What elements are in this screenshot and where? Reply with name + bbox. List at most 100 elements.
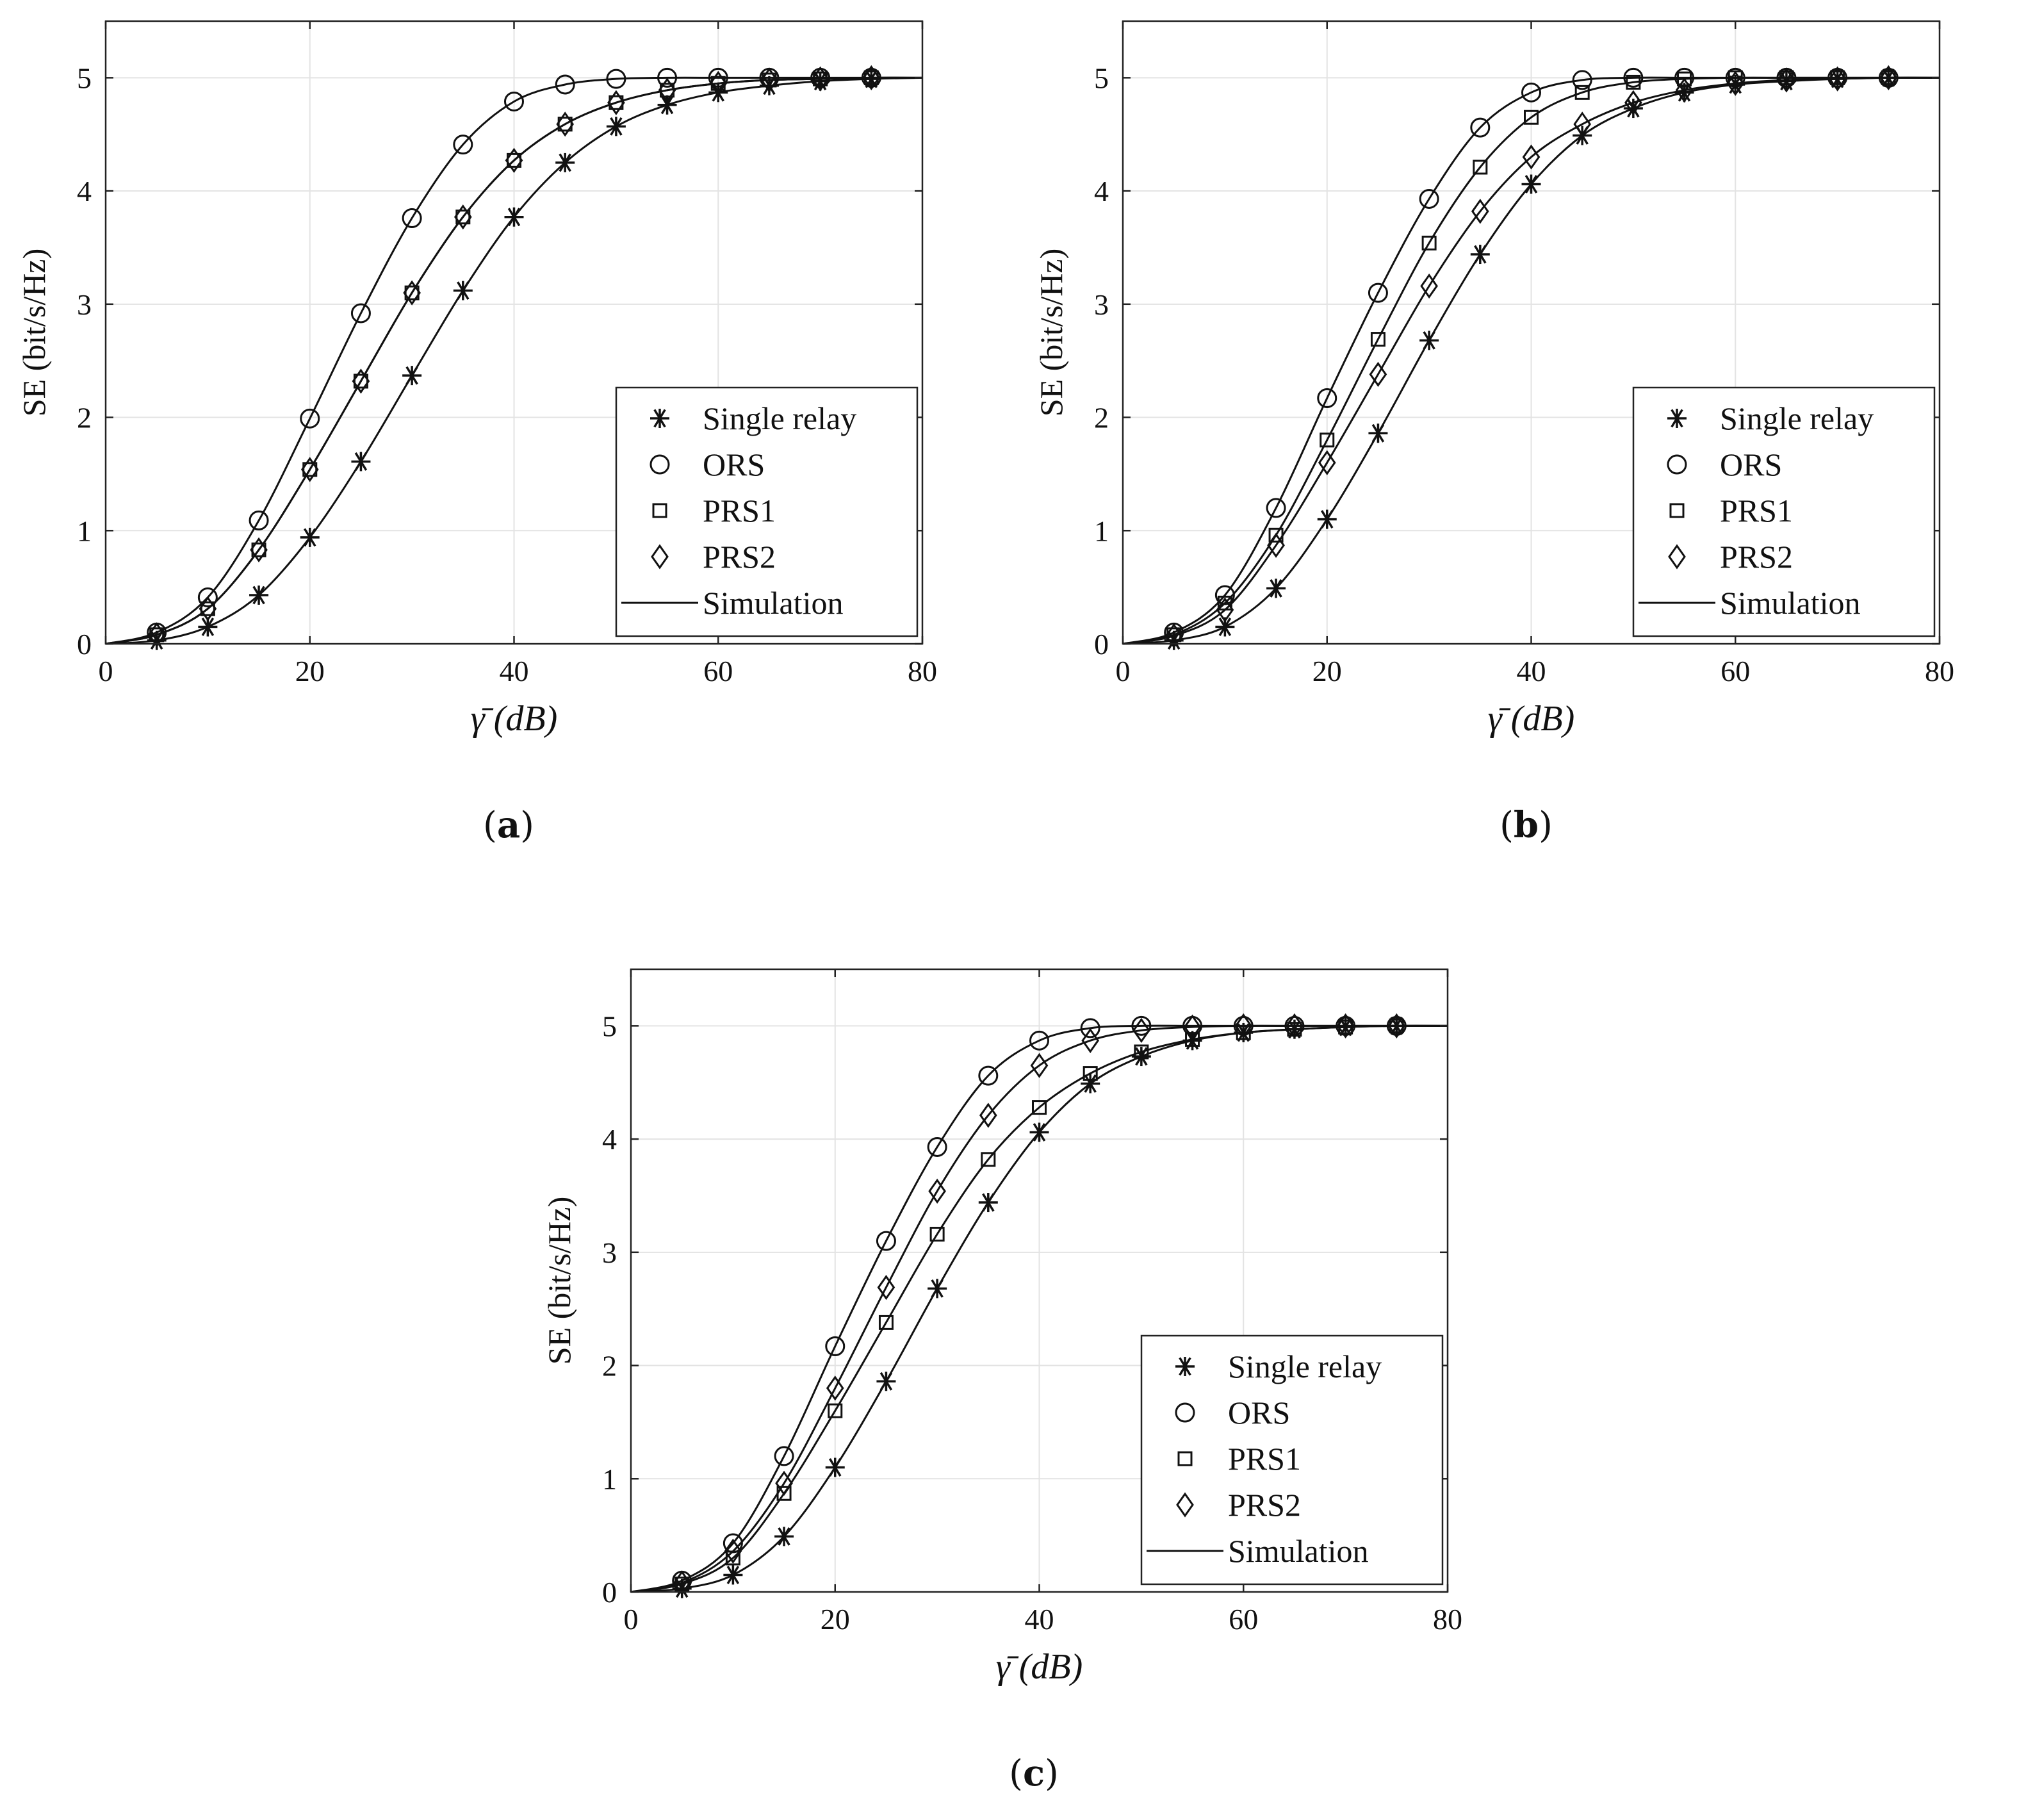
data-point xyxy=(1134,1044,1149,1060)
caption-a: (a) xyxy=(482,804,534,846)
data-point xyxy=(1778,67,1795,93)
data-point xyxy=(1521,174,1541,194)
data-point xyxy=(1573,111,1592,137)
legend-marker xyxy=(652,503,667,518)
x-tick-label: 80 xyxy=(1925,655,1954,687)
data-point xyxy=(1217,595,1232,611)
data-point xyxy=(300,457,319,482)
data-point xyxy=(774,1446,794,1466)
data-point xyxy=(1214,585,1235,605)
y-tick-label: 4 xyxy=(1094,175,1109,208)
caption-c: (c) xyxy=(1009,1752,1059,1794)
x-axis-symbol: γ̄ xyxy=(1488,699,1511,739)
data-point xyxy=(504,207,524,227)
data-point xyxy=(1267,532,1285,558)
legend-label: PRS2 xyxy=(1228,1487,1301,1523)
data-point xyxy=(1369,361,1387,387)
y-tick-label: 0 xyxy=(1094,628,1109,660)
data-point xyxy=(300,408,320,429)
y-axis-label: SE (bit/s/Hz) xyxy=(16,249,52,416)
panel-a: 0 20 40 60 80 0 1 2 3 4 5 γ̄ (dB) SE (bit/s/Hz) Singl… xyxy=(0,0,1017,884)
chart-b: 0 20 40 60 80 0 1 2 3 4 5 γ̄ (dB) SE (bit/s/Hz) Singl… xyxy=(1033,20,1954,739)
data-point xyxy=(1879,65,1898,90)
data-point xyxy=(351,452,371,471)
data-point xyxy=(929,1227,945,1242)
data-point xyxy=(1183,1014,1202,1040)
data-point xyxy=(1030,1053,1049,1078)
data-point xyxy=(1032,1100,1047,1115)
legend-label: Simulation xyxy=(1720,585,1860,621)
data-point xyxy=(1386,1015,1407,1036)
data-point xyxy=(1521,82,1541,102)
x-tick-label: 0 xyxy=(624,1603,639,1636)
legend-label: PRS1 xyxy=(703,493,776,529)
data-point xyxy=(1524,110,1539,125)
data-point xyxy=(1623,67,1644,88)
data-point xyxy=(504,91,524,111)
data-point xyxy=(453,281,473,300)
caption-b-label: b xyxy=(1513,804,1539,846)
data-point xyxy=(1083,1066,1098,1081)
data-point xyxy=(402,366,422,386)
legend-marker xyxy=(650,454,670,475)
markers xyxy=(1164,65,1899,650)
data-point xyxy=(1522,144,1541,170)
legend-label: PRS1 xyxy=(1720,493,1793,529)
data-point xyxy=(928,1279,947,1299)
data-point xyxy=(403,280,421,306)
legend-item: PRS2 xyxy=(1668,539,1793,575)
data-point xyxy=(878,1315,894,1330)
data-point xyxy=(862,65,881,90)
chart-c: 0 20 40 60 80 0 1 2 3 4 5 γ̄ (dB) SE (bit/s/Hz) Singl… xyxy=(541,968,1462,1687)
data-point xyxy=(1370,332,1385,347)
x-tick-label: 20 xyxy=(295,655,325,687)
data-point xyxy=(555,152,575,172)
data-point xyxy=(825,1336,846,1357)
data-point xyxy=(353,373,368,389)
data-point xyxy=(978,1065,999,1086)
data-point xyxy=(404,285,420,300)
data-point xyxy=(776,1486,792,1501)
legend-item: ORS xyxy=(650,447,765,482)
data-point xyxy=(861,67,881,88)
data-point xyxy=(1828,66,1847,92)
data-point xyxy=(1080,1018,1100,1038)
data-point xyxy=(1473,160,1488,175)
data-point xyxy=(555,74,575,95)
data-point xyxy=(877,1275,895,1300)
legend-label: Single relay xyxy=(1228,1349,1382,1384)
ticks: 0 20 40 60 80 0 1 2 3 4 5 xyxy=(1094,21,1954,687)
data-point xyxy=(609,95,624,110)
y-tick-label: 3 xyxy=(602,1236,617,1269)
data-point xyxy=(1572,70,1592,90)
data-point xyxy=(251,542,266,557)
y-tick-label: 1 xyxy=(1094,514,1109,547)
data-point xyxy=(1336,1013,1355,1038)
data-point xyxy=(826,1375,844,1401)
legend-item: Simulation xyxy=(621,585,843,621)
data-point xyxy=(1368,283,1388,303)
caption-a-label: a xyxy=(496,804,521,846)
series-prs2 xyxy=(1165,65,1898,649)
data-point xyxy=(455,209,471,225)
data-point xyxy=(1165,623,1183,649)
data-point xyxy=(1081,1028,1100,1053)
data-point xyxy=(1317,388,1337,409)
data-point xyxy=(606,117,626,136)
data-point xyxy=(197,587,218,608)
data-point xyxy=(927,1136,947,1157)
panel-c: 0 20 40 60 80 0 1 2 3 4 5 γ̄ (dB) SE (bit/s/Hz) Singl… xyxy=(525,948,1542,1820)
data-point xyxy=(1881,70,1896,85)
x-tick-label: 0 xyxy=(99,655,113,687)
data-point xyxy=(981,1152,996,1167)
data-point xyxy=(978,1193,998,1213)
legend: Single relay ORS PRS1 PRS2 Simulation xyxy=(1632,386,1936,637)
markers xyxy=(672,1013,1407,1598)
data-point xyxy=(825,1457,845,1477)
legend-label: Single relay xyxy=(703,400,856,436)
data-point xyxy=(1131,1015,1152,1036)
data-point xyxy=(811,66,830,92)
legend-marker xyxy=(1669,503,1685,518)
data-point xyxy=(710,76,726,91)
data-point xyxy=(657,95,677,115)
